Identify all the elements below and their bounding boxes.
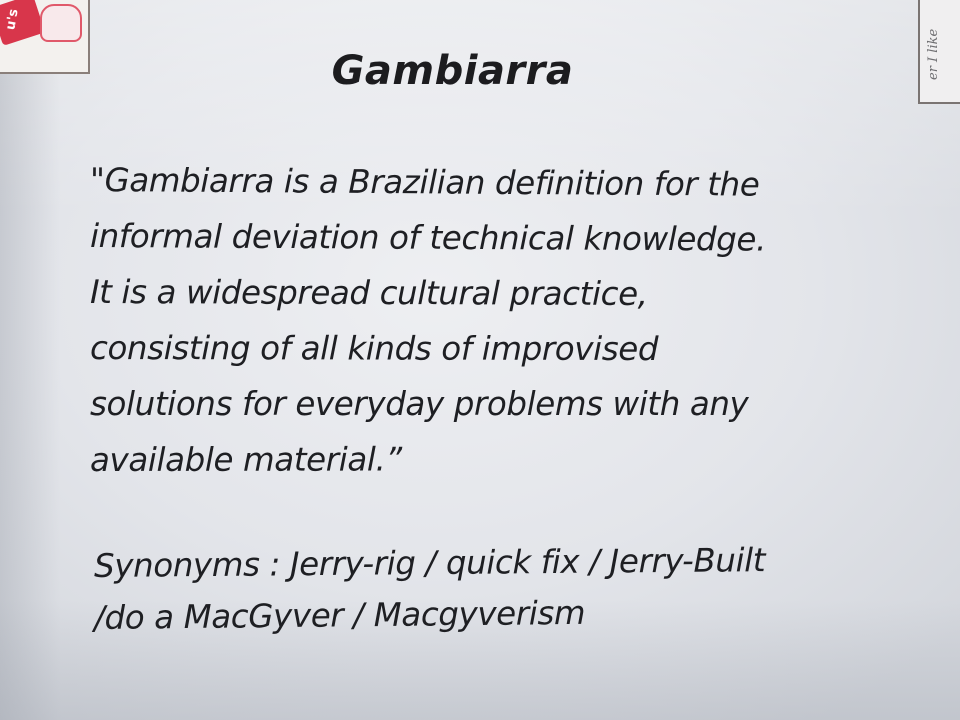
definition-line-4: consisting of all kinds of improvised [89, 329, 659, 368]
card-side-text: er I like [926, 28, 941, 80]
definition-line-2: informal deviation of technical knowledg… [89, 217, 767, 259]
synonyms-block: Synonyms : Jerry-rig / quick fix / Jerry… [94, 540, 914, 644]
paper-shadow-bottom [0, 600, 960, 720]
synonyms-line-2: /do a MacGyver / Macgyverism [93, 593, 586, 637]
definition-line-3: It is a widespread cultural practice, [89, 273, 648, 313]
definition-block: "Gambiarra is a Brazilian definition for… [90, 152, 910, 488]
synonyms-line-1: Synonyms : Jerry-rig / quick fix / Jerry… [93, 541, 766, 585]
definition-line-5: solutions for everyday problems with any [90, 385, 749, 423]
top-left-card: u's [0, 0, 90, 74]
definition-line-6: available material.” [89, 440, 402, 479]
paper-shadow-left [0, 0, 60, 720]
definition-line-1: "Gambiarra is a Brazilian definition for… [89, 161, 760, 204]
hand-drawing-icon [40, 4, 82, 42]
top-right-card: er I like [918, 0, 960, 104]
page-title: Gambiarra [331, 48, 574, 94]
